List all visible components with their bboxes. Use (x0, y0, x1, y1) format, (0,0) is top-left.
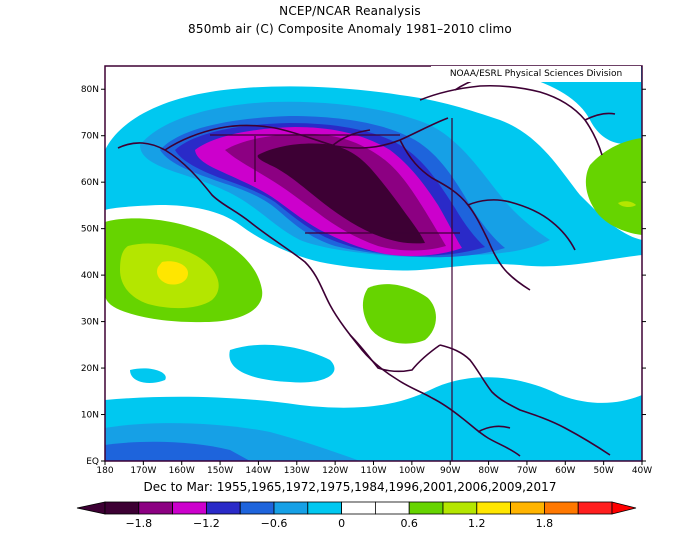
colorbar-label: −1.2 (193, 517, 220, 530)
contour-cyan-north-east (520, 66, 642, 144)
lat-label: 10N (81, 411, 99, 421)
lon-label: 180 (96, 466, 113, 476)
colorbar-segment (138, 501, 174, 515)
lat-label: 70N (81, 132, 99, 142)
lon-label: 80W (478, 466, 498, 476)
contour-cyan-mid-pacific (229, 344, 335, 383)
colorbar-segment (408, 501, 444, 515)
lat-label: 50N (81, 225, 99, 235)
colorbar-segment (374, 501, 410, 515)
lat-label: 40N (81, 271, 99, 281)
colorbar-label: −0.6 (261, 517, 288, 530)
lat-label: 60N (81, 178, 99, 188)
colorbar-label: 0.6 (400, 517, 418, 530)
colorbar-segment (307, 501, 342, 515)
lon-label: 110W (360, 466, 386, 476)
lon-label: 40W (632, 466, 652, 476)
anomaly-field (105, 66, 642, 461)
lon-label: 120W (322, 466, 348, 476)
lat-label: 80N (81, 85, 99, 95)
lat-label: 20N (81, 364, 99, 374)
colorbar-label: −1.8 (125, 517, 152, 530)
colorbar-segment (476, 501, 511, 515)
contour-cyan-mid-pacific-2 (130, 368, 166, 383)
contour-green-atlantic (585, 138, 642, 235)
colorbar-segment (544, 501, 579, 515)
colorbar-segment (341, 501, 376, 515)
colorbar-segment (205, 501, 241, 515)
lon-label: 70W (517, 466, 537, 476)
lon-label: 90W (440, 466, 460, 476)
contour-blue-south (105, 441, 250, 461)
colorbar-label: 1.2 (468, 517, 486, 530)
lon-label: 170W (130, 466, 156, 476)
lon-label: 60W (555, 466, 575, 476)
colorbar-segment (104, 501, 140, 515)
coastlines (117, 71, 616, 457)
colorbar (76, 501, 637, 515)
contour-yellow-pacific (157, 261, 188, 285)
colorbar-segment (577, 501, 613, 515)
colorbar-arrow-left (76, 501, 106, 515)
contour-darkest-north (257, 143, 425, 244)
contour-yellow-atlantic (618, 201, 636, 208)
colorbar-label: 1.8 (536, 517, 554, 530)
composite-years-label: Dec to Mar: 1955,1965,1972,1975,1984,199… (143, 480, 557, 494)
credit-label: NOAA/ESRL Physical Sciences Division (431, 66, 641, 82)
colorbar-segment (510, 501, 545, 515)
map-subtitle-title: 850mb air (C) Composite Anomaly 1981–201… (188, 22, 512, 36)
lon-label: 100W (399, 466, 425, 476)
colorbar-labels: −1.8 −1.2 −0.6 0 0.6 1.2 1.8 (125, 517, 553, 530)
lon-label: 160W (169, 466, 195, 476)
colorbar-label: 0 (338, 517, 345, 530)
latitude-axis: 80N 70N 60N 50N 40N 30N 20N 10N EQ (81, 85, 646, 467)
contour-green-mexico (362, 284, 436, 344)
lon-label: 130W (284, 466, 310, 476)
lon-label: 150W (207, 466, 233, 476)
borders (210, 118, 460, 461)
map-title: NCEP/NCAR Reanalysis (279, 4, 421, 18)
colorbar-segment (273, 501, 309, 515)
lon-label: 140W (245, 466, 271, 476)
lat-label: EQ (86, 457, 99, 467)
colorbar-segment (239, 501, 275, 515)
lat-label: 30N (81, 318, 99, 328)
colorbar-segment (172, 501, 207, 515)
colorbar-arrow-right (611, 501, 637, 515)
longitude-axis: 180 170W 160W 150W 140W 130W 120W 110W 100W 90W 80… (96, 461, 652, 476)
lon-label: 50W (593, 466, 613, 476)
colorbar-segment (442, 501, 478, 515)
